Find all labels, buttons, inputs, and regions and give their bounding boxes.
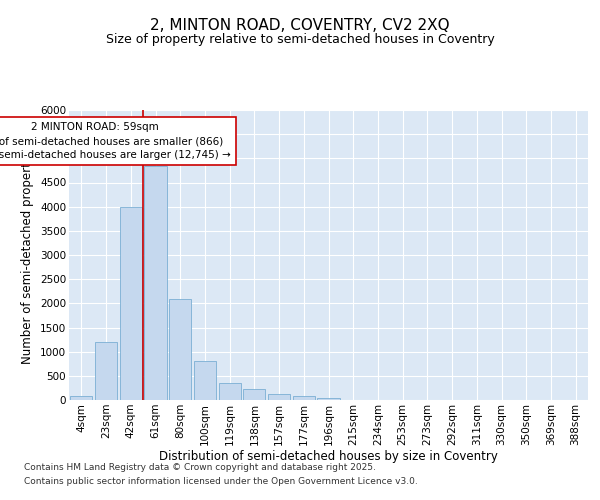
X-axis label: Distribution of semi-detached houses by size in Coventry: Distribution of semi-detached houses by … xyxy=(159,450,498,464)
Text: 2 MINTON ROAD: 59sqm
← 6% of semi-detached houses are smaller (866)
93% of semi-: 2 MINTON ROAD: 59sqm ← 6% of semi-detach… xyxy=(0,122,231,160)
Text: Contains public sector information licensed under the Open Government Licence v3: Contains public sector information licen… xyxy=(24,477,418,486)
Y-axis label: Number of semi-detached properties: Number of semi-detached properties xyxy=(22,146,34,364)
Bar xyxy=(145,166,167,400)
Bar xyxy=(70,396,92,400)
Bar xyxy=(293,396,315,400)
Text: 2, MINTON ROAD, COVENTRY, CV2 2XQ: 2, MINTON ROAD, COVENTRY, CV2 2XQ xyxy=(150,18,450,32)
Bar xyxy=(119,206,142,400)
Bar xyxy=(169,298,191,400)
Bar xyxy=(95,342,117,400)
Bar xyxy=(194,362,216,400)
Bar xyxy=(218,383,241,400)
Bar xyxy=(268,394,290,400)
Text: Size of property relative to semi-detached houses in Coventry: Size of property relative to semi-detach… xyxy=(106,32,494,46)
Text: Contains HM Land Registry data © Crown copyright and database right 2025.: Contains HM Land Registry data © Crown c… xyxy=(24,464,376,472)
Bar xyxy=(317,398,340,400)
Bar xyxy=(243,389,265,400)
